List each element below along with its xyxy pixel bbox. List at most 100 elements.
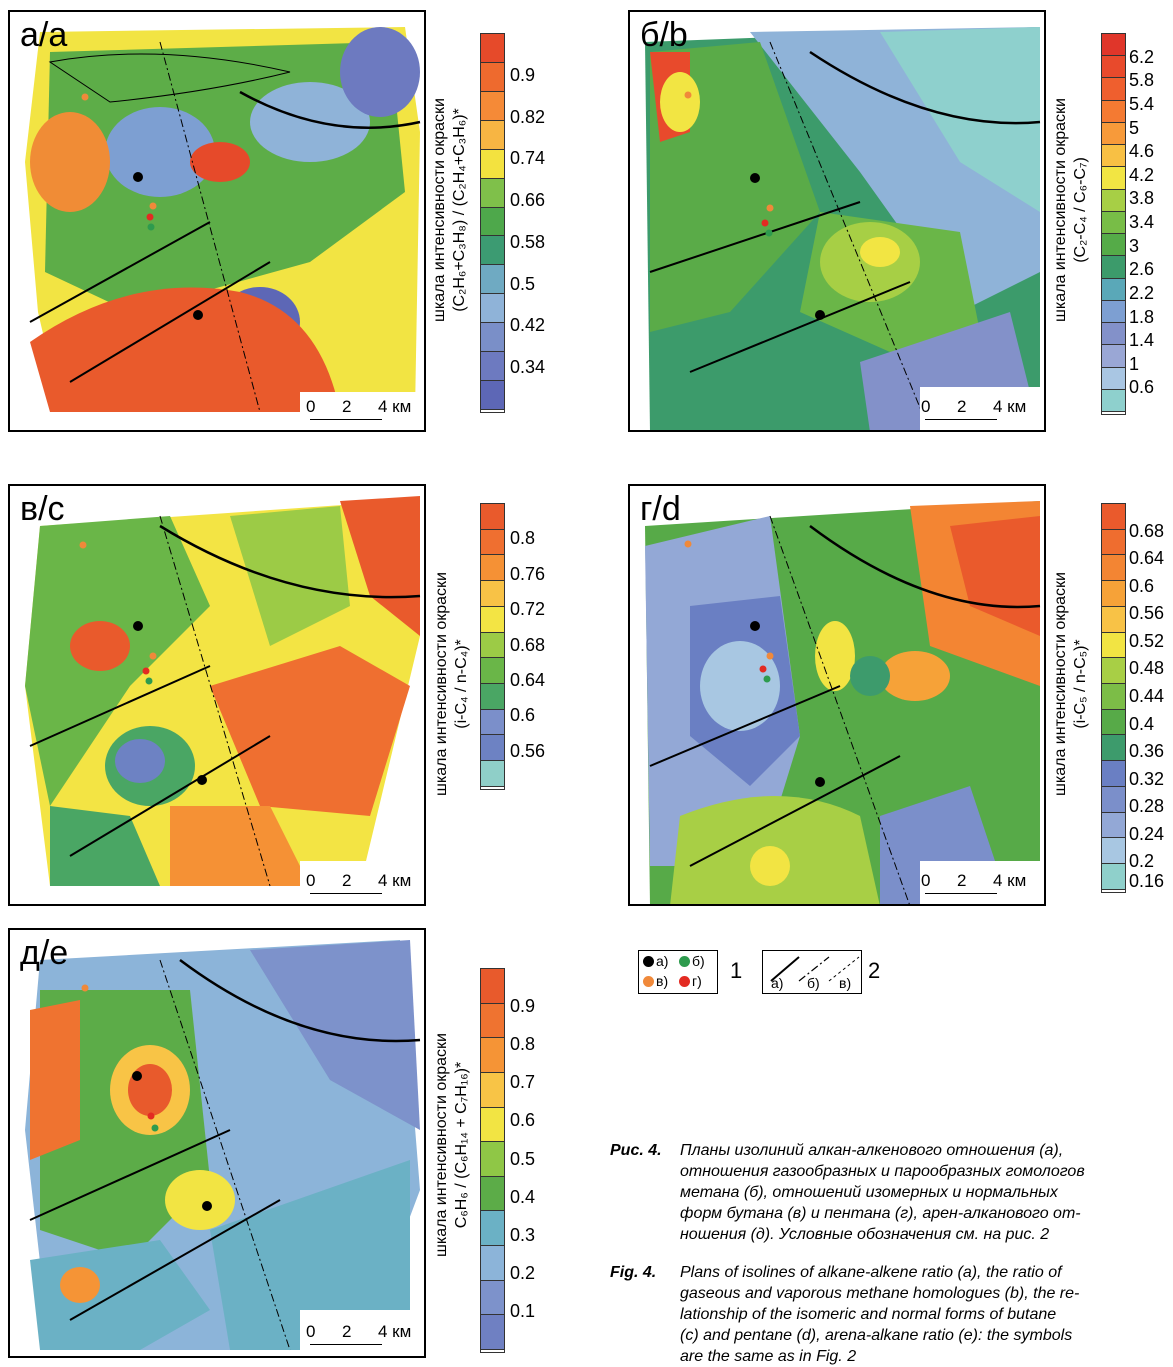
colorbar-band — [1102, 786, 1125, 813]
colorbar-band — [1102, 189, 1125, 212]
colorbar-tick-label: 0.7 — [510, 1072, 536, 1093]
colorbar-band — [481, 1038, 504, 1073]
colorbar-tick-label: 0.5 — [510, 1148, 536, 1169]
colorbar-band — [1102, 367, 1125, 390]
point-b-icon — [679, 956, 690, 967]
colorbar-tick-label: 0.16 — [1129, 871, 1165, 891]
panel-label: д/e — [20, 934, 69, 972]
colorbar-band — [1102, 211, 1125, 235]
colorbar-tick-label: 0.5 — [510, 273, 536, 294]
colorbar-tick-label: 0.64 — [1129, 548, 1165, 569]
colorbar-title: шкала интенсивности окраски (i-C₅ / n-C₅)… — [1052, 572, 1089, 796]
colorbar-tick-label: 0.74 — [510, 148, 546, 169]
colorbar-band — [1102, 864, 1125, 890]
colorbar-band — [481, 1003, 504, 1039]
colorbar-tick-label: 0.9 — [510, 64, 536, 85]
colorbar-band — [481, 1107, 504, 1143]
contour-map — [645, 501, 1041, 904]
colorbar-band — [1102, 78, 1125, 101]
colorbar-title: шкала интенсивности окраски (C₂H₆+C₃H₈) /… — [431, 98, 468, 322]
colorbar-band — [1102, 56, 1125, 79]
colorbar-band — [1102, 100, 1125, 123]
colorbar-band — [1102, 658, 1125, 685]
colorbar-tick-label: 0.6 — [510, 1110, 536, 1131]
contour-map — [25, 27, 421, 430]
colorbar — [1101, 503, 1126, 893]
colorbar-tick-label: 5.8 — [1129, 70, 1155, 91]
colorbar-band — [481, 1211, 504, 1246]
colorbar-tick-label: 3.8 — [1129, 188, 1155, 209]
colorbar-title: шкала интенсивности окраски (i-C₄ / n-C₄)… — [433, 572, 470, 796]
colorbar-tick-label: 0.4 — [1129, 713, 1155, 734]
colorbar-band — [481, 1176, 504, 1212]
colorbar-band — [481, 91, 504, 121]
colorbar-band — [481, 581, 504, 607]
colorbar-band — [481, 632, 504, 659]
colorbar-band — [1102, 34, 1125, 57]
colorbar-tick-label: 0.58 — [510, 231, 546, 252]
colorbar-tick-label: 6.2 — [1129, 46, 1155, 67]
colorbar-tick-label: 1.8 — [1129, 306, 1155, 327]
colorbar-band — [481, 1142, 504, 1177]
colorbar-tick-label: 0.68 — [1129, 520, 1165, 541]
colorbar-ticks: 0.9 0.8 0.7 0.6 0.5 0.4 0.3 0.2 0.1 — [510, 968, 570, 1353]
colorbar-band — [1102, 581, 1125, 607]
colorbar-band — [481, 120, 504, 150]
colorbar-tick-label: 0.76 — [510, 563, 546, 584]
contour-map — [25, 940, 421, 1355]
scale-bar: 0 2 4 км — [306, 397, 420, 427]
legend-lines-number: 2 — [868, 958, 881, 983]
colorbar-tick-label: 0.34 — [510, 357, 546, 378]
colorbar-tick-label: 0.24 — [1129, 823, 1165, 844]
colorbar-tick-label: 1 — [1129, 353, 1140, 374]
colorbar-ticks: 0.9 0.82 0.74 0.66 0.58 0.5 0.42 0.34 — [510, 33, 570, 413]
colorbar-tick-label: 0.64 — [510, 669, 546, 690]
colorbar-tick-label: 2.6 — [1129, 259, 1155, 280]
colorbar-band — [481, 34, 504, 63]
colorbar-band — [481, 529, 504, 556]
colorbar-tick-label: 3.4 — [1129, 212, 1155, 232]
colorbar-ticks: 6.2 5.8 5.4 5 4.6 4.2 3.8 3.4 3 2.6 2.2 1.8 1.4 1 0.6 — [1129, 33, 1173, 415]
colorbar-band — [481, 555, 504, 582]
colorbar-band — [481, 149, 504, 179]
colorbar-band — [1102, 555, 1125, 582]
colorbar-tick-label: 0.48 — [1129, 658, 1165, 679]
colorbar-band — [481, 381, 504, 410]
colorbar-band — [481, 504, 504, 530]
colorbar-tick-label: 0.1 — [510, 1300, 536, 1321]
colorbar-band — [481, 294, 504, 324]
colorbar-band — [1102, 122, 1125, 146]
colorbar-tick-label: 0.4 — [510, 1186, 536, 1207]
panel-label: г/d — [640, 490, 681, 528]
colorbar-tick-label: 0.44 — [1129, 686, 1165, 706]
colorbar-band — [481, 207, 504, 237]
colorbar-tick-label: 0.82 — [510, 106, 546, 127]
legend-lines: а) б) в) — [762, 950, 862, 994]
scale-bar: 0 2 4 км — [921, 871, 1035, 901]
map-frame: д/e 0 2 4 км — [8, 928, 426, 1358]
scale-bar: 0 2 4 км — [921, 397, 1035, 427]
colorbar-tick-label: 0.72 — [510, 599, 546, 620]
colorbar-band — [1102, 838, 1125, 865]
colorbar-tick-label: 0.56 — [1129, 603, 1165, 624]
colorbar-tick-label: 0.6 — [1129, 575, 1155, 596]
colorbar-band — [1102, 606, 1125, 633]
colorbar-band — [481, 1246, 504, 1281]
colorbar — [1101, 33, 1126, 415]
colorbar-tick-label: 0.56 — [510, 740, 546, 761]
contour-map — [645, 27, 1041, 430]
colorbar-tick-label: 5.4 — [1129, 93, 1155, 114]
colorbar-tick-label: 0.68 — [510, 634, 546, 655]
colorbar-tick-label: 4.2 — [1129, 164, 1155, 185]
colorbar-band — [1102, 761, 1125, 787]
colorbar-tick-label: 0.6 — [1129, 377, 1155, 398]
colorbar-band — [481, 761, 504, 787]
colorbar-tick-label: 1.4 — [1129, 330, 1155, 351]
map-frame: г/d 0 2 4 км — [628, 484, 1046, 906]
map-frame: в/c 0 2 4 км — [8, 484, 426, 906]
colorbar-tick-label: 0.8 — [510, 528, 536, 549]
colorbar-tick-label: 0.8 — [510, 1034, 536, 1055]
colorbar-tick-label: 0.6 — [510, 705, 536, 726]
colorbar-tick-label: 0.42 — [510, 315, 546, 336]
colorbar-tick-label: 5 — [1129, 117, 1140, 138]
